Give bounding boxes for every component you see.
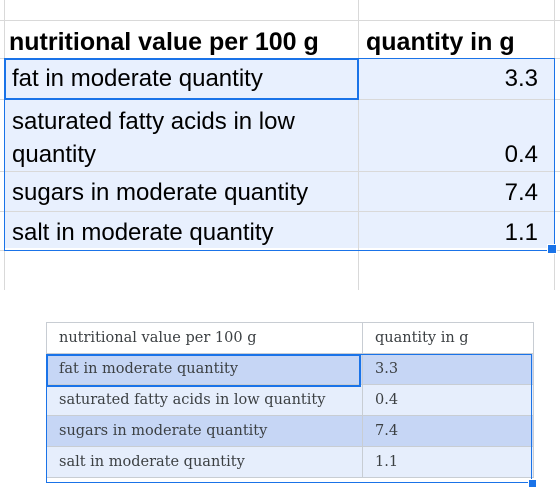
table-row: sugars in moderate quantity 7.4	[46, 415, 534, 447]
table-active-cell-border[interactable]	[46, 354, 361, 387]
table-cell-value[interactable]: 1.1	[362, 446, 534, 478]
header-cell-quantity[interactable]: quantity in g	[366, 28, 515, 56]
cell-label-line1: saturated fatty acids in low	[12, 108, 295, 135]
cell-label-fat[interactable]: fat in moderate quantity	[12, 65, 263, 92]
table-cell-label[interactable]: fat in moderate quantity	[46, 353, 363, 385]
cell-value-fat[interactable]: 3.3	[504, 65, 538, 92]
cell-value-sugars[interactable]: 7.4	[504, 179, 538, 206]
table-cell-value[interactable]: 0.4	[362, 384, 534, 416]
cell-label-sugars[interactable]: sugars in moderate quantity	[12, 179, 309, 206]
table-header-quantity[interactable]: quantity in g	[362, 322, 534, 354]
table-row: saturated fatty acids in low quantity 0.…	[46, 384, 534, 416]
cell-label-saturated-fatty-acids[interactable]: saturated fatty acids in low quantity	[12, 108, 352, 169]
table-row: fat in moderate quantity 3.3	[46, 353, 534, 385]
table-cell-value[interactable]: 7.4	[362, 415, 534, 447]
header-cell-nutritional-value[interactable]: nutritional value per 100 g	[9, 28, 319, 56]
gridline	[0, 171, 560, 172]
table-row: salt in moderate quantity 1.1	[46, 446, 534, 478]
spreadsheet-grid: nutritional value per 100 g quantity in …	[0, 0, 560, 290]
table-header-row: nutritional value per 100 g quantity in …	[46, 322, 534, 354]
gridline	[358, 0, 359, 290]
active-cell-border[interactable]	[4, 58, 359, 100]
cell-label-salt[interactable]: salt in moderate quantity	[12, 219, 274, 246]
cell-value-salt[interactable]: 1.1	[504, 219, 538, 246]
gridline	[0, 211, 560, 212]
table-fill-handle[interactable]	[528, 479, 537, 488]
cell-label-line2: quantity	[12, 141, 97, 168]
table-cell-label[interactable]: saturated fatty acids in low quantity	[46, 384, 363, 416]
gridline	[0, 20, 560, 21]
table-cell-label[interactable]: salt in moderate quantity	[46, 446, 363, 478]
selection-fill	[4, 58, 554, 248]
pasted-table: nutritional value per 100 g quantity in …	[46, 322, 534, 478]
table-header-nutritional-value[interactable]: nutritional value per 100 g	[46, 322, 363, 354]
fill-handle[interactable]	[547, 244, 557, 254]
cell-value-saturated-fatty-acids[interactable]: 0.4	[504, 141, 538, 168]
